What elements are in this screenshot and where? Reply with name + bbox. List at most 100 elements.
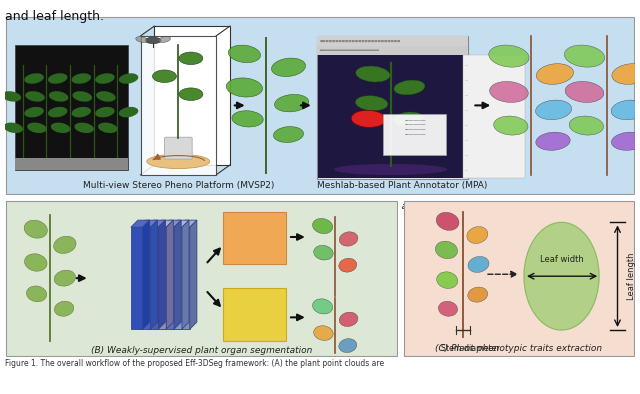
Text: (C) Plant phenotypic traits extraction: (C) Plant phenotypic traits extraction [435, 344, 603, 353]
FancyBboxPatch shape [383, 114, 446, 155]
Ellipse shape [228, 45, 260, 63]
Polygon shape [190, 220, 197, 329]
Polygon shape [170, 220, 189, 227]
Ellipse shape [72, 91, 92, 102]
Polygon shape [131, 220, 150, 227]
Text: Figure 1. The overall workflow of the proposed Eff-3DSeg framework: (A) the plan: Figure 1. The overall workflow of the pr… [5, 359, 384, 368]
Ellipse shape [2, 91, 21, 102]
Polygon shape [163, 220, 181, 227]
Polygon shape [139, 220, 157, 227]
FancyBboxPatch shape [404, 201, 634, 356]
Ellipse shape [179, 52, 203, 65]
Polygon shape [147, 227, 158, 329]
Ellipse shape [356, 66, 390, 82]
Ellipse shape [468, 287, 488, 302]
Ellipse shape [271, 58, 305, 76]
Ellipse shape [179, 88, 203, 100]
Ellipse shape [334, 164, 447, 175]
FancyBboxPatch shape [15, 45, 128, 170]
Text: ▪▪▪▪▪▪▪▪▪▪▪▪▪▪▪▪▪▪▪▪▪▪▪▪▪▪▪▪▪▪: ▪▪▪▪▪▪▪▪▪▪▪▪▪▪▪▪▪▪▪▪▪▪▪▪▪▪▪▪▪▪ [320, 48, 380, 52]
Ellipse shape [227, 78, 262, 97]
Ellipse shape [489, 45, 529, 67]
Text: Multi-view Stereo Pheno Platform (MVSP2): Multi-view Stereo Pheno Platform (MVSP2) [83, 181, 274, 190]
Ellipse shape [467, 227, 488, 243]
Ellipse shape [119, 107, 138, 117]
FancyBboxPatch shape [86, 159, 101, 169]
Ellipse shape [436, 212, 459, 230]
Ellipse shape [145, 37, 161, 44]
Ellipse shape [24, 107, 44, 117]
Polygon shape [147, 220, 166, 227]
Ellipse shape [536, 100, 572, 120]
Polygon shape [166, 220, 173, 329]
FancyBboxPatch shape [318, 55, 463, 178]
Text: Leaf width: Leaf width [540, 255, 584, 264]
Ellipse shape [468, 256, 489, 272]
Ellipse shape [54, 236, 76, 253]
Text: and leaf length.: and leaf length. [5, 10, 104, 23]
Ellipse shape [232, 111, 263, 127]
Ellipse shape [524, 222, 599, 330]
Polygon shape [154, 26, 230, 165]
FancyBboxPatch shape [463, 55, 525, 178]
Ellipse shape [24, 254, 47, 271]
FancyBboxPatch shape [63, 159, 77, 169]
Ellipse shape [569, 116, 604, 135]
FancyBboxPatch shape [6, 17, 634, 194]
Text: Meshlab-based Plant Annotator (MPA): Meshlab-based Plant Annotator (MPA) [317, 181, 487, 190]
Ellipse shape [72, 73, 91, 84]
Polygon shape [163, 227, 174, 329]
FancyBboxPatch shape [317, 46, 468, 55]
Ellipse shape [314, 245, 333, 260]
Ellipse shape [436, 272, 458, 288]
Ellipse shape [339, 258, 356, 272]
Polygon shape [150, 220, 157, 329]
FancyBboxPatch shape [109, 159, 125, 169]
Polygon shape [143, 220, 150, 329]
Polygon shape [131, 227, 143, 329]
Polygon shape [170, 227, 182, 329]
Ellipse shape [611, 100, 640, 120]
Polygon shape [158, 220, 166, 329]
Ellipse shape [24, 73, 44, 84]
Ellipse shape [339, 339, 356, 353]
Ellipse shape [74, 123, 94, 133]
Polygon shape [178, 227, 190, 329]
Ellipse shape [96, 91, 116, 102]
Ellipse shape [158, 37, 170, 43]
Ellipse shape [612, 64, 640, 84]
Ellipse shape [72, 107, 91, 117]
Ellipse shape [314, 326, 333, 340]
Polygon shape [174, 220, 181, 329]
Ellipse shape [27, 123, 47, 133]
Ellipse shape [393, 112, 423, 126]
Ellipse shape [26, 286, 47, 302]
Polygon shape [141, 36, 216, 175]
FancyBboxPatch shape [317, 36, 468, 46]
Text: ─────────
─────────
─────────
─────────: ───────── ───────── ───────── ───────── [404, 119, 425, 137]
Ellipse shape [435, 241, 458, 259]
Polygon shape [154, 220, 173, 227]
Ellipse shape [119, 73, 138, 84]
Ellipse shape [536, 132, 570, 151]
Text: ■■■■■■■■■■■■■■■■■■■■■■■■■: ■■■■■■■■■■■■■■■■■■■■■■■■■ [320, 39, 401, 43]
Ellipse shape [490, 82, 528, 102]
Ellipse shape [95, 73, 115, 84]
Ellipse shape [48, 107, 67, 117]
Ellipse shape [564, 45, 605, 67]
Ellipse shape [493, 116, 528, 135]
Ellipse shape [355, 96, 388, 111]
Ellipse shape [339, 232, 358, 246]
Ellipse shape [48, 73, 67, 84]
FancyBboxPatch shape [223, 288, 286, 341]
Ellipse shape [351, 110, 386, 127]
Polygon shape [182, 220, 189, 329]
Ellipse shape [339, 312, 358, 327]
Ellipse shape [136, 37, 148, 43]
FancyBboxPatch shape [15, 159, 30, 169]
Text: (B) Weakly-supervised plant organ segmentation: (B) Weakly-supervised plant organ segmen… [91, 346, 312, 355]
Text: Leaf length: Leaf length [627, 253, 636, 300]
Text: (A) High-resolution plant point clouds acquisition and annotation: (A) High-resolution plant point clouds a… [166, 202, 474, 211]
Ellipse shape [536, 64, 573, 84]
FancyBboxPatch shape [164, 137, 192, 159]
